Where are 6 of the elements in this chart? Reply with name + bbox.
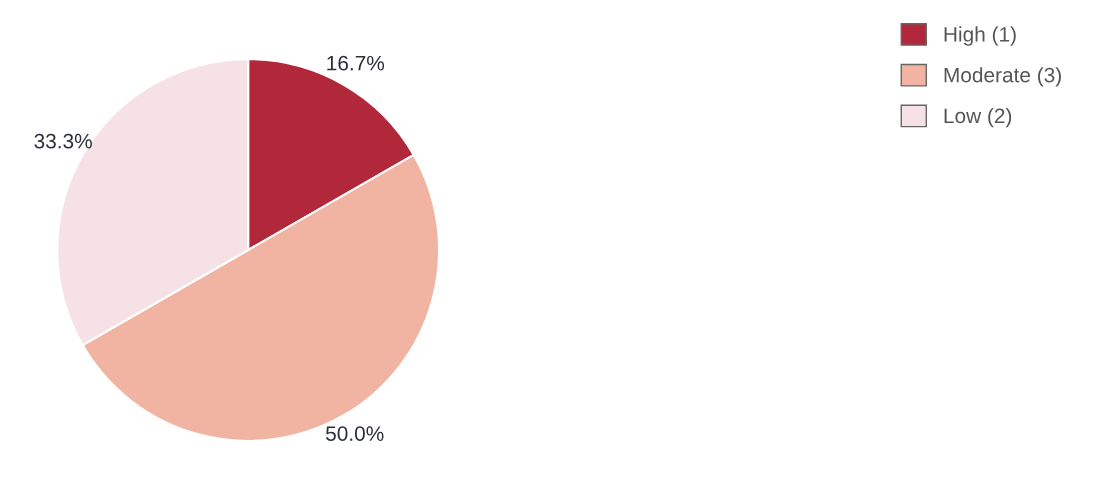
data-label: 50.0% [325,426,384,441]
data-label: 16.7% [327,55,385,71]
legend-label: Moderate (3) [944,67,1061,87]
legend-label: Low (2) [944,107,1012,128]
legend-label: High (1) [944,26,1016,46]
data-label: 33.3% [34,133,92,149]
